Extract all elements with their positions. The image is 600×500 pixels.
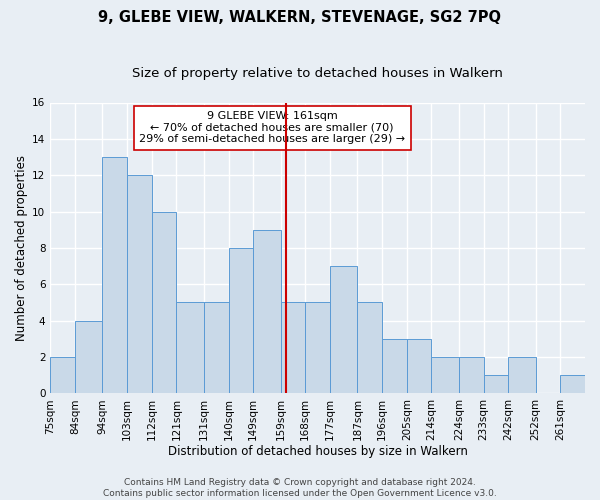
Bar [229,248,253,394]
Text: Contains HM Land Registry data © Crown copyright and database right 2024.
Contai: Contains HM Land Registry data © Crown c… [103,478,497,498]
Bar [204,302,229,394]
Bar [560,375,585,394]
Bar [50,357,75,394]
Bar [103,157,127,394]
Bar [484,375,508,394]
Bar [508,357,536,394]
X-axis label: Distribution of detached houses by size in Walkern: Distribution of detached houses by size … [168,444,467,458]
Bar [358,302,382,394]
Title: Size of property relative to detached houses in Walkern: Size of property relative to detached ho… [132,68,503,80]
Bar [253,230,281,394]
Bar [127,175,152,394]
Bar [176,302,204,394]
Text: 9 GLEBE VIEW: 161sqm
← 70% of detached houses are smaller (70)
29% of semi-detac: 9 GLEBE VIEW: 161sqm ← 70% of detached h… [139,111,405,144]
Bar [330,266,358,394]
Bar [75,320,103,394]
Text: 9, GLEBE VIEW, WALKERN, STEVENAGE, SG2 7PQ: 9, GLEBE VIEW, WALKERN, STEVENAGE, SG2 7… [98,10,502,25]
Bar [407,339,431,394]
Bar [431,357,459,394]
Bar [152,212,176,394]
Bar [459,357,484,394]
Bar [382,339,407,394]
Y-axis label: Number of detached properties: Number of detached properties [15,155,28,341]
Bar [281,302,305,394]
Bar [305,302,330,394]
